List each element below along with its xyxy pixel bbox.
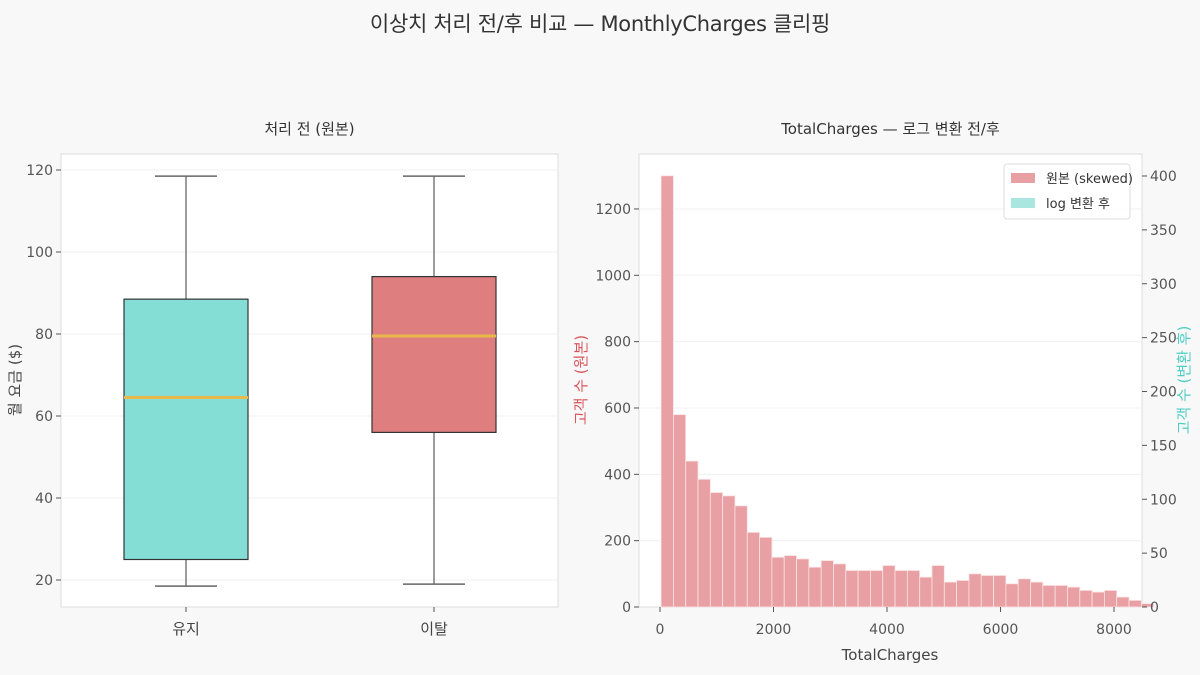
histogram-bar [882, 565, 896, 608]
histogram-bar [808, 566, 822, 608]
y-tick-label: 1200 [595, 202, 631, 218]
right-y-axis-label: 고객 수 (원본) [572, 335, 590, 425]
y2-tick-label: 250 [1150, 331, 1177, 347]
histogram-bar [1017, 578, 1031, 608]
iqr-box [123, 298, 249, 561]
right-x-axis-label: TotalCharges [841, 646, 939, 664]
y-tick-label: 400 [604, 467, 631, 483]
left-plot-title: 처리 전 (원본) [264, 120, 355, 138]
histogram-bar [1005, 583, 1019, 608]
right-plot-title: TotalCharges — 로그 변환 전/후 [781, 120, 1000, 138]
y-tick-label: 120 [26, 163, 53, 179]
x-tick-label: 0 [656, 622, 665, 638]
legend-swatch-log [1011, 198, 1035, 208]
y-tick-label: 1000 [595, 268, 631, 284]
left-x-axis: 유지 이탈 [172, 607, 448, 638]
x-tick-label: 8000 [1096, 622, 1132, 638]
histogram-bar [697, 478, 711, 608]
left-y-axis-label: 월 요금 ($) [6, 344, 24, 416]
histogram-bar [1104, 590, 1118, 608]
histogram-bar [943, 581, 958, 608]
x-tick-label: 이탈 [420, 620, 448, 638]
left-y-axis: 20 40 60 80 100 120 [26, 163, 61, 589]
x-tick-label: 4000 [869, 622, 905, 638]
histogram-bar [931, 565, 945, 608]
y2-tick-label: 150 [1150, 438, 1177, 454]
histogram-bar [771, 556, 785, 608]
histogram-bar [894, 570, 908, 608]
legend-label-log: log 변환 후 [1046, 197, 1110, 212]
right-secondary-y-axis-label: 고객 수 (변환 후) [1175, 326, 1193, 435]
histogram-bar [746, 531, 760, 608]
legend: 원본 (skewed) log 변환 후 [1003, 163, 1133, 220]
histogram-bar [672, 414, 687, 608]
iqr-box [371, 276, 497, 434]
y-tick-label: 100 [26, 245, 53, 261]
y-tick-label: 200 [604, 534, 631, 550]
x-tick-label: 6000 [983, 622, 1019, 638]
histogram-bar [845, 570, 859, 608]
box-retained [123, 175, 249, 587]
histogram-bar [1042, 585, 1056, 608]
histogram-bar [1128, 599, 1142, 608]
histogram-bar [857, 570, 871, 608]
y-tick-label: 40 [35, 491, 53, 507]
y2-tick-label: 300 [1150, 277, 1177, 293]
y2-tick-label: 400 [1150, 169, 1177, 185]
histogram-bar [734, 505, 748, 608]
y-tick-label: 80 [35, 327, 53, 343]
legend-label-original: 원본 (skewed) [1046, 172, 1133, 187]
histogram-bar [709, 492, 724, 608]
y-tick-label: 800 [604, 335, 631, 351]
histogram-bar [919, 576, 933, 608]
box-series [123, 175, 497, 587]
histogram-bar [870, 570, 884, 608]
histogram-bar [1091, 591, 1105, 608]
histogram-bar [722, 495, 736, 608]
box-churned [371, 175, 497, 585]
histogram-bar [660, 175, 674, 608]
figure-title: 이상치 처리 전/후 비교 — MonthlyCharges 클리핑 [369, 12, 831, 36]
legend-box [1003, 163, 1131, 220]
histogram-bar [796, 558, 810, 608]
histogram-bar [685, 460, 699, 608]
x-tick-label: 유지 [172, 620, 200, 638]
y2-tick-label: 200 [1150, 385, 1177, 401]
histogram-bar [993, 575, 1007, 608]
histogram-bar [1116, 596, 1130, 608]
histogram-bar [980, 575, 994, 608]
histogram-bar [759, 536, 773, 608]
histogram-bar [1079, 590, 1093, 608]
histogram-bar [1140, 603, 1155, 608]
histogram-bar [1054, 585, 1068, 608]
right-plot-frame [638, 153, 1143, 608]
right-x-axis: 0 2000 4000 6000 8000 [656, 607, 1132, 638]
left-boxplot-axes: 20 40 60 80 100 120 유지 이탈 월 요금 ($) [6, 153, 559, 638]
histogram-bar [956, 580, 970, 608]
x-tick-label: 2000 [756, 622, 792, 638]
right-left-y-axis: 0 200 400 600 800 1000 1200 [595, 202, 639, 616]
right-secondary-y-axis: 0 50 100 150 200 250 300 350 400 [1142, 169, 1177, 616]
histogram-bar [833, 563, 847, 608]
y-tick-label: 600 [604, 401, 631, 417]
y2-tick-label: 0 [1150, 600, 1159, 616]
y-tick-label: 0 [622, 600, 631, 616]
histogram-bar [783, 555, 797, 608]
histogram-bars [660, 175, 1155, 608]
histogram-bar [1067, 586, 1081, 608]
y-tick-label: 60 [35, 409, 53, 425]
legend-swatch-original [1011, 173, 1035, 183]
histogram-bar [968, 573, 982, 608]
right-histogram-axes: 0 200 400 600 800 1000 1200 0 50 100 150 200 250 300… [572, 153, 1193, 664]
histogram-bar [820, 560, 834, 608]
histogram-bar [1030, 581, 1044, 608]
y-tick-label: 20 [35, 573, 53, 589]
y2-tick-label: 100 [1150, 492, 1177, 508]
y2-tick-label: 350 [1150, 223, 1177, 239]
y2-tick-label: 50 [1150, 546, 1168, 562]
histogram-bar [906, 570, 921, 608]
